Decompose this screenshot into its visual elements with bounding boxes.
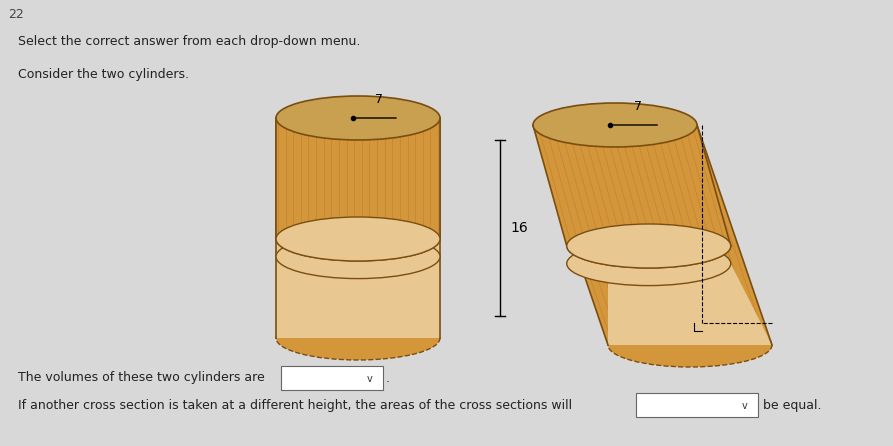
Text: Select the correct answer from each drop-down menu.: Select the correct answer from each drop… [18, 35, 361, 48]
Text: 7: 7 [634, 100, 642, 113]
FancyBboxPatch shape [636, 393, 758, 417]
Text: Consider the two cylinders.: Consider the two cylinders. [18, 68, 189, 81]
Ellipse shape [276, 316, 440, 360]
Polygon shape [533, 125, 730, 246]
Ellipse shape [567, 242, 730, 285]
Ellipse shape [276, 96, 440, 140]
Ellipse shape [533, 103, 697, 147]
Polygon shape [608, 264, 772, 345]
Text: 16: 16 [510, 221, 528, 235]
Ellipse shape [608, 323, 772, 367]
Polygon shape [276, 118, 440, 338]
Text: .: . [386, 372, 390, 384]
Text: be equal.: be equal. [763, 398, 822, 412]
Text: The volumes of these two cylinders are: The volumes of these two cylinders are [18, 372, 264, 384]
Text: 22: 22 [8, 8, 24, 21]
Polygon shape [533, 125, 772, 345]
Polygon shape [276, 118, 440, 239]
Ellipse shape [567, 224, 730, 268]
Text: v: v [367, 374, 373, 384]
Ellipse shape [567, 224, 730, 268]
Ellipse shape [276, 217, 440, 261]
Ellipse shape [276, 235, 440, 279]
Text: If another cross section is taken at a different height, the areas of the cross : If another cross section is taken at a d… [18, 398, 572, 412]
FancyBboxPatch shape [281, 366, 383, 390]
Polygon shape [276, 239, 440, 338]
Text: v: v [742, 401, 747, 411]
Ellipse shape [276, 217, 440, 261]
Text: 7: 7 [374, 93, 382, 106]
